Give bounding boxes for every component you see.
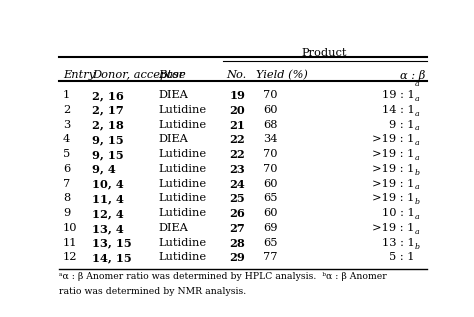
Text: Lutidine: Lutidine xyxy=(158,252,207,262)
Text: 19: 19 xyxy=(229,90,246,101)
Text: Lutidine: Lutidine xyxy=(158,193,207,204)
Text: 2, 17: 2, 17 xyxy=(92,105,124,116)
Text: 13 : 1: 13 : 1 xyxy=(382,238,415,248)
Text: 7: 7 xyxy=(63,179,70,189)
Text: >19 : 1: >19 : 1 xyxy=(373,134,415,144)
Text: 2, 18: 2, 18 xyxy=(92,120,124,131)
Text: 60: 60 xyxy=(263,105,278,115)
Text: >19 : 1: >19 : 1 xyxy=(373,193,415,204)
Text: 60: 60 xyxy=(263,208,278,218)
Text: 70: 70 xyxy=(263,90,278,100)
Text: Base: Base xyxy=(158,70,186,80)
Text: 2, 16: 2, 16 xyxy=(92,90,124,101)
Text: a: a xyxy=(415,184,419,191)
Text: 2: 2 xyxy=(63,105,70,115)
Text: 1: 1 xyxy=(63,90,70,100)
Text: 77: 77 xyxy=(263,252,278,262)
Text: 5: 5 xyxy=(63,149,70,159)
Text: Lutidine: Lutidine xyxy=(158,120,207,130)
Text: 25: 25 xyxy=(229,193,245,204)
Text: 9, 4: 9, 4 xyxy=(92,164,116,175)
Text: Lutidine: Lutidine xyxy=(158,208,207,218)
Text: a: a xyxy=(415,124,419,133)
Text: 70: 70 xyxy=(263,164,278,174)
Text: 10, 4: 10, 4 xyxy=(92,179,124,190)
Text: α : β: α : β xyxy=(401,70,426,81)
Text: 65: 65 xyxy=(263,238,278,248)
Text: ᵃα : β Anomer ratio was determined by HPLC analysis.  ᵇα : β Anomer: ᵃα : β Anomer ratio was determined by HP… xyxy=(59,272,387,281)
Text: b: b xyxy=(415,243,420,250)
Text: 13, 15: 13, 15 xyxy=(92,238,132,249)
Text: 9, 15: 9, 15 xyxy=(92,134,124,145)
Text: a: a xyxy=(415,139,419,147)
Text: b: b xyxy=(415,169,420,177)
Text: 65: 65 xyxy=(263,193,278,204)
Text: a: a xyxy=(415,95,419,103)
Text: b: b xyxy=(415,198,420,206)
Text: a: a xyxy=(415,228,419,236)
Text: 24: 24 xyxy=(229,179,245,190)
Text: 11: 11 xyxy=(63,238,77,248)
Text: Lutidine: Lutidine xyxy=(158,179,207,189)
Text: a: a xyxy=(415,80,419,88)
Text: Lutidine: Lutidine xyxy=(158,164,207,174)
Text: 10: 10 xyxy=(63,223,77,233)
Text: 6: 6 xyxy=(63,164,70,174)
Text: >19 : 1: >19 : 1 xyxy=(373,164,415,174)
Text: ratio was determined by NMR analysis.: ratio was determined by NMR analysis. xyxy=(59,287,246,296)
Text: 14 : 1: 14 : 1 xyxy=(382,105,415,115)
Text: 13, 4: 13, 4 xyxy=(92,223,124,234)
Text: Lutidine: Lutidine xyxy=(158,149,207,159)
Text: Donor, acceptor: Donor, acceptor xyxy=(92,70,184,80)
Text: 10 : 1: 10 : 1 xyxy=(382,208,415,218)
Text: No.: No. xyxy=(227,70,246,80)
Text: a: a xyxy=(415,213,419,221)
Text: 28: 28 xyxy=(229,238,245,249)
Text: 12: 12 xyxy=(63,252,77,262)
Text: 8: 8 xyxy=(63,193,70,204)
Text: 14, 15: 14, 15 xyxy=(92,252,132,263)
Text: 68: 68 xyxy=(263,120,278,130)
Text: 21: 21 xyxy=(229,120,246,131)
Text: >19 : 1: >19 : 1 xyxy=(373,149,415,159)
Text: 4: 4 xyxy=(63,134,70,144)
Text: 22: 22 xyxy=(229,149,245,160)
Text: 9 : 1: 9 : 1 xyxy=(389,120,415,130)
Text: Lutidine: Lutidine xyxy=(158,105,207,115)
Text: 29: 29 xyxy=(229,252,245,263)
Text: Entry: Entry xyxy=(63,70,95,80)
Text: Lutidine: Lutidine xyxy=(158,238,207,248)
Text: DIEA: DIEA xyxy=(158,90,188,100)
Text: >19 : 1: >19 : 1 xyxy=(373,223,415,233)
Text: 23: 23 xyxy=(229,164,245,175)
Text: DIEA: DIEA xyxy=(158,223,188,233)
Text: 60: 60 xyxy=(263,179,278,189)
Text: 12, 4: 12, 4 xyxy=(92,208,124,219)
Text: >19 : 1: >19 : 1 xyxy=(373,179,415,189)
Text: 20: 20 xyxy=(229,105,245,116)
Text: 11, 4: 11, 4 xyxy=(92,193,124,204)
Text: DIEA: DIEA xyxy=(158,134,188,144)
Text: 9, 15: 9, 15 xyxy=(92,149,124,160)
Text: Yield (%): Yield (%) xyxy=(256,70,308,81)
Text: 5 : 1: 5 : 1 xyxy=(389,252,415,262)
Text: 9: 9 xyxy=(63,208,70,218)
Text: 69: 69 xyxy=(263,223,278,233)
Text: 27: 27 xyxy=(229,223,245,234)
Text: a: a xyxy=(415,110,419,118)
Text: 19 : 1: 19 : 1 xyxy=(382,90,415,100)
Text: 3: 3 xyxy=(63,120,70,130)
Text: 34: 34 xyxy=(263,134,278,144)
Text: a: a xyxy=(415,154,419,162)
Text: 22: 22 xyxy=(229,134,245,145)
Text: 70: 70 xyxy=(263,149,278,159)
Text: 26: 26 xyxy=(229,208,245,219)
Text: Product: Product xyxy=(301,48,346,58)
